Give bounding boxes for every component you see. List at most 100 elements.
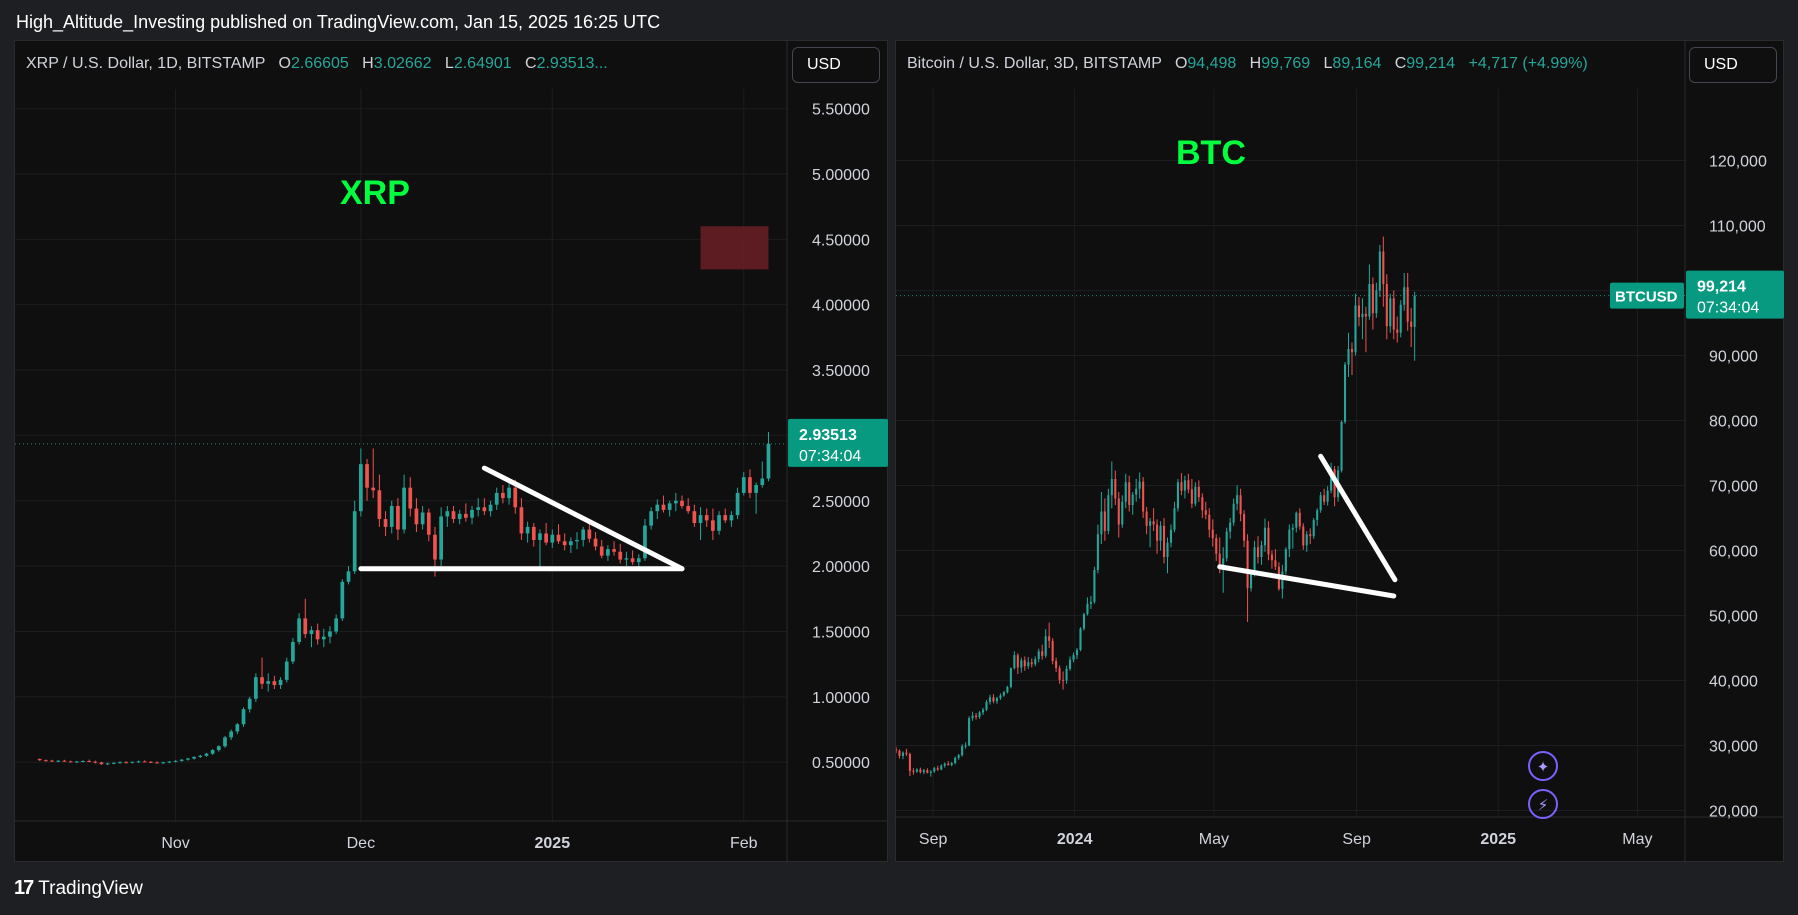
triangle-resistance-line: [481, 465, 685, 572]
currency-button[interactable]: USD: [1689, 47, 1777, 83]
candle-body: [1103, 511, 1106, 531]
candle-body: [961, 746, 964, 756]
price-tick-label: 80,000: [1709, 414, 1758, 431]
candle-body: [1246, 540, 1249, 589]
candle-body: [711, 520, 715, 531]
candle-body: [954, 757, 957, 764]
price-tick-label: 2.50000: [812, 494, 870, 511]
candle-body: [1347, 349, 1350, 365]
candle-body: [1260, 545, 1263, 557]
sparkle-icon: ✦: [1537, 758, 1550, 776]
candle-body: [1330, 469, 1333, 491]
candle-body: [919, 769, 922, 773]
price-tick-label: 40,000: [1709, 674, 1758, 691]
candle-body: [1159, 525, 1162, 541]
candle-body: [649, 511, 653, 526]
time-tick-label: 2024: [1057, 831, 1093, 848]
candle-body: [1256, 547, 1260, 557]
candle-body: [1166, 542, 1169, 557]
candle-body: [612, 549, 616, 552]
candle-body: [463, 513, 468, 518]
candle-body: [673, 500, 678, 504]
candle-body: [1027, 662, 1030, 667]
candle-body: [470, 509, 474, 518]
candle-body: [284, 661, 289, 680]
candle-body: [968, 718, 971, 746]
candle-body: [1030, 662, 1033, 665]
candle-body: [1190, 489, 1193, 504]
candle-body: [81, 761, 85, 763]
candle-body: [111, 762, 116, 764]
legend-low-key: L: [444, 55, 454, 72]
xrp-chart-canvas[interactable]: XRP 0.50000 1.00000 1.50000 2.00000 2.50000 3.…: [15, 41, 889, 863]
candle-body: [1023, 660, 1026, 667]
candle-body: [915, 769, 918, 772]
candle-body: [315, 630, 320, 640]
candle-body: [426, 512, 431, 535]
candle-body: [1183, 480, 1186, 491]
candle-body: [1229, 522, 1232, 532]
candle-body: [272, 681, 277, 686]
candle-body: [451, 511, 456, 520]
candle-body: [167, 761, 172, 763]
candle-body: [550, 534, 555, 543]
candle-body: [414, 508, 419, 525]
xrp-chart-panel[interactable]: XRP 0.50000 1.00000 1.50000 2.00000 2.50000 3.…: [14, 40, 889, 863]
candle-body: [99, 762, 104, 765]
candle-body: [1284, 549, 1287, 572]
candle-body: [1364, 313, 1367, 317]
candle-body: [643, 525, 647, 559]
candle-body: [587, 529, 592, 539]
btc-chart-canvas[interactable]: BTC 20,000 30,000 40,000 50,000 60,000 70,000 8…: [896, 41, 1785, 863]
candle-body: [735, 492, 740, 516]
candle-body: [1305, 534, 1308, 546]
candle-body: [624, 558, 629, 560]
lightning-icon: ⚡: [1538, 796, 1549, 814]
candle-body: [124, 762, 129, 764]
legend-symbol: Bitcoin / U.S. Dollar, 3D, BITSTAMP: [907, 55, 1162, 72]
candle-body: [1326, 490, 1329, 502]
candle-body: [1187, 480, 1190, 490]
tradingview-brand[interactable]: 17 TradingView: [14, 877, 143, 900]
legend-close-key: C: [1394, 55, 1407, 72]
price-tick-label: 90,000: [1709, 349, 1758, 366]
tradingview-logo-icon: 17: [14, 877, 34, 899]
candle-body: [136, 761, 141, 763]
candle-body: [766, 443, 771, 479]
candle-body: [1323, 495, 1326, 502]
candle-body: [947, 763, 950, 765]
price-tick-label: 5.50000: [812, 102, 870, 119]
candle-body: [1316, 510, 1319, 520]
legend-symbol: XRP / U.S. Dollar, 1D, BITSTAMP: [26, 55, 266, 72]
candle-body: [943, 763, 946, 766]
candle-body: [1389, 298, 1392, 327]
candle-body: [667, 503, 672, 510]
candle-body: [204, 753, 209, 756]
time-tick-label: Dec: [347, 835, 375, 852]
candle-body: [1375, 290, 1378, 314]
brand-name: TradingView: [38, 877, 143, 899]
price-tag-box: [788, 418, 888, 467]
candle-body: [254, 677, 258, 699]
candle-body: [482, 507, 487, 512]
candle-body: [1131, 494, 1134, 505]
currency-button[interactable]: USD: [792, 47, 880, 83]
candle-body: [971, 715, 974, 719]
candle-body: [912, 770, 915, 772]
legend-close: 2.93513...: [536, 55, 608, 72]
candle-body: [1253, 547, 1256, 574]
target-zone-rect: [700, 226, 769, 270]
price-tick-label: 4.50000: [812, 232, 870, 249]
candle-body: [241, 709, 246, 725]
candle-body: [1197, 486, 1200, 498]
legend-low: 2.64901: [453, 55, 512, 72]
publish-info: High_Altitude_Investing published on Tra…: [16, 12, 661, 32]
btc-chart-panel[interactable]: BTC 20,000 30,000 40,000 50,000 60,000 70,000 8…: [895, 40, 1785, 863]
candle-body: [1312, 519, 1315, 537]
candle-body: [371, 487, 376, 491]
candle-body: [896, 749, 898, 751]
candle-body: [1162, 525, 1166, 557]
candle-body: [1086, 603, 1089, 615]
candle-body: [1354, 305, 1357, 353]
candle-body: [1002, 692, 1005, 696]
